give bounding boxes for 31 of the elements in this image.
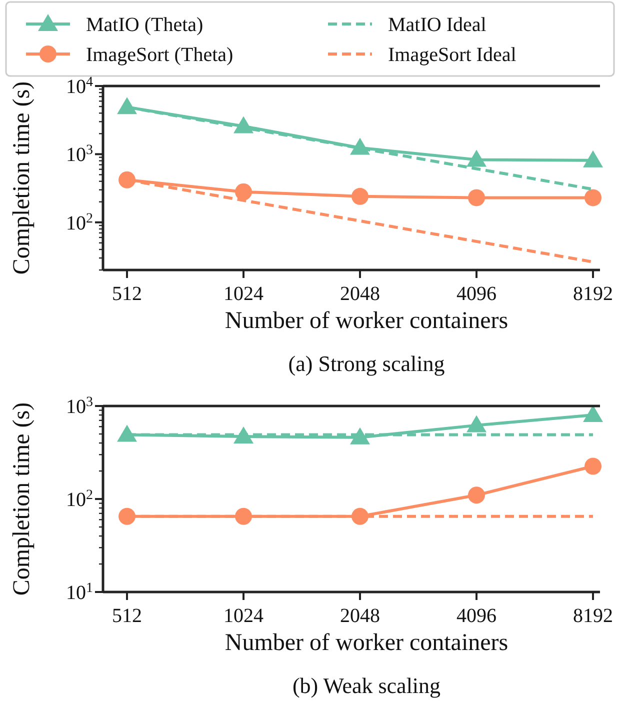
legend-label: MatIO Ideal [388, 14, 487, 36]
legend-label: ImageSort Ideal [388, 44, 517, 66]
y-tick-label: 10$^{3}$ [66, 142, 93, 166]
point [583, 405, 603, 422]
x-tick-label: 1024 [224, 605, 264, 627]
y-tick-label: 10$^{2}$ [66, 210, 93, 234]
x-tick-label: 1024 [224, 283, 264, 305]
x-tick-label: 4096 [456, 283, 496, 305]
x-tick-label: 512 [112, 605, 142, 627]
x-axis-title: Number of worker containers [224, 308, 508, 334]
x-tick-label: 4096 [456, 605, 496, 627]
legend-label: ImageSort (Theta) [86, 44, 234, 66]
y-tick-label: 10$^{1}$ [66, 580, 93, 604]
x-tick-label: 8192 [573, 283, 613, 305]
legend-label: MatIO (Theta) [86, 14, 204, 36]
point [117, 424, 137, 442]
text: (a) Strong scaling [288, 351, 445, 376]
y-axis-title: Completion time (s) [9, 402, 35, 596]
y-tick-label: 10$^{4}$ [66, 74, 93, 98]
y-tick-label: 10$^{2}$ [66, 488, 93, 511]
text: (b) Weak scaling [292, 673, 441, 698]
x-tick-label: 512 [112, 283, 142, 305]
x-tick-label: 2048 [340, 605, 380, 627]
y-axis-title: Completion time (s) [9, 81, 35, 275]
y-tick-label: 10$^{3}$ [66, 394, 93, 418]
x-axis-title: Number of worker containers [224, 630, 508, 656]
point [584, 458, 602, 475]
point [468, 486, 485, 504]
x-tick-label: 8192 [573, 605, 613, 627]
point [466, 415, 486, 432]
x-tick-label: 2048 [340, 283, 380, 305]
